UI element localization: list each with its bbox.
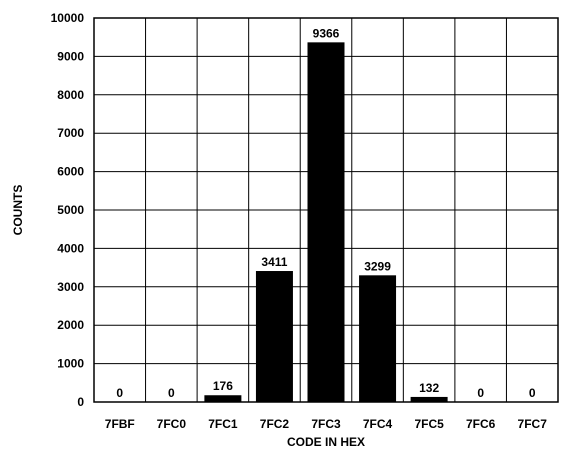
x-axis-ticks: 7FBF 7FC0 7FC1 7FC2 7FC3 7FC4 7FC5 7FC6 7FC7 xyxy=(105,417,547,431)
y-tick-label: 2000 xyxy=(57,318,84,332)
bar xyxy=(410,396,448,402)
bar-value-label: 132 xyxy=(419,381,439,395)
y-tick-label: 10000 xyxy=(51,11,85,25)
x-tick-label: 7FC1 xyxy=(208,417,238,431)
bar xyxy=(359,275,397,402)
bar xyxy=(204,395,242,402)
x-tick-label: 7FC6 xyxy=(466,417,496,431)
plot-frame xyxy=(93,17,559,403)
x-tick-label: 7FC5 xyxy=(414,417,444,431)
bar-value-label: 0 xyxy=(168,386,175,400)
y-tick-label: 3000 xyxy=(57,280,84,294)
bar-value-label: 0 xyxy=(116,386,123,400)
bar-value-label: 3411 xyxy=(261,255,287,269)
y-tick-label: 8000 xyxy=(57,88,84,102)
bar-value-label: 0 xyxy=(529,386,536,400)
x-tick-label: 7FBF xyxy=(105,417,135,431)
y-tick-label: 1000 xyxy=(57,357,84,371)
y-tick-label: 7000 xyxy=(57,126,84,140)
bar-value-label: 176 xyxy=(213,379,233,393)
y-tick-label: 6000 xyxy=(57,165,84,179)
y-axis-ticks: 0 1000 2000 3000 4000 5000 6000 7000 8000 9000 100… xyxy=(51,11,85,409)
bar-value-label: 9366 xyxy=(313,26,340,40)
y-tick-label: 4000 xyxy=(57,241,84,255)
y-tick-label: 5000 xyxy=(57,203,84,217)
y-tick-label: 9000 xyxy=(57,49,84,63)
bars xyxy=(204,42,448,402)
bar xyxy=(307,42,345,402)
x-axis-title: CODE IN HEX xyxy=(287,435,365,449)
data-labels: 0 0 176 3411 9366 3299 132 0 0 xyxy=(116,26,535,400)
x-tick-label: 7FC2 xyxy=(260,417,290,431)
x-tick-label: 7FC7 xyxy=(518,417,548,431)
x-tick-label: 7FC4 xyxy=(363,417,393,431)
y-tick-label: 0 xyxy=(77,395,84,409)
bar xyxy=(255,271,293,402)
x-tick-label: 7FC3 xyxy=(311,417,341,431)
x-tick-label: 7FC0 xyxy=(157,417,187,431)
bar-value-label: 0 xyxy=(477,386,484,400)
y-axis-title: COUNTS xyxy=(11,185,25,236)
bar-value-label: 3299 xyxy=(364,259,391,273)
